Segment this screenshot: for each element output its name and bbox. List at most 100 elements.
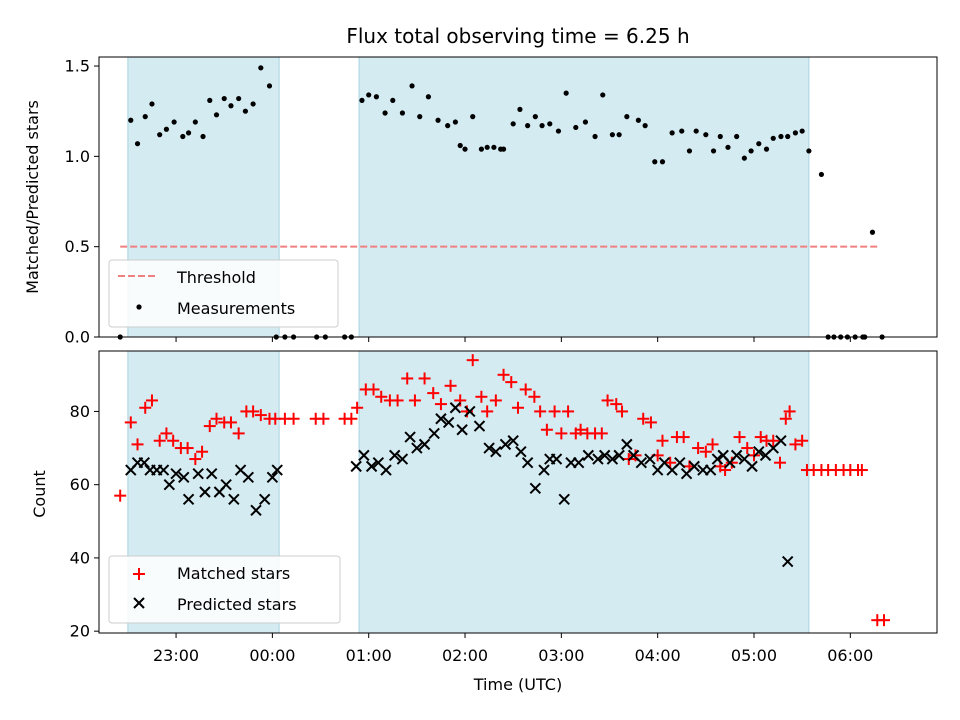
predicted-star-marker [170,467,182,480]
predicted-star-marker [621,438,633,451]
measurement-point [258,65,264,71]
matched-star-marker [367,383,380,396]
measurement-point [539,123,545,129]
matched-star-marker [733,431,746,444]
measurement-point [609,132,615,138]
measurement-point [532,114,538,120]
matched-star-marker [719,464,732,477]
matched-star-marker [444,379,457,392]
measurement-point [435,117,441,123]
predicted-stars-points [125,402,794,568]
predicted-star-marker [781,555,794,568]
predicted-star-marker [205,467,218,480]
predicted-star-marker [753,446,765,458]
matched-star-marker [706,438,719,451]
y-tick-label: 40 [70,548,90,567]
matched-star-marker [699,445,712,458]
measurements-legend-swatch [136,304,142,310]
x-tick-label: 01:00 [346,646,392,665]
matched-star-marker [454,394,467,407]
matched-star-marker [345,412,358,425]
ratio-y-axis-label: Matched/Predicted stars [23,100,42,294]
matched-star-marker [160,427,173,440]
matched-star-marker [548,405,561,418]
measurement-point [452,119,458,125]
y-tick-label: 20 [70,622,90,641]
measurement-point [763,146,770,152]
measurement-points [117,65,885,340]
matched-star-marker [114,489,127,502]
measurement-point [517,106,523,112]
x-tick-label: 03:00 [538,646,584,665]
measurement-point [157,132,163,138]
measurement-point [200,133,206,140]
measurement-point [659,159,666,165]
measurement-point [500,146,507,152]
predicted-star-marker [507,435,519,447]
measurement-point [417,114,423,120]
matched-star-marker [555,427,568,440]
predicted-star-marker [473,420,486,432]
measurement-point [228,103,234,109]
predicted-star-marker [538,464,550,476]
matched-star-marker [375,390,388,403]
predicted-star-marker [365,460,378,473]
chart-title: Flux total observing time = 6.25 h [346,24,689,48]
measurement-point [180,133,186,140]
matched-star-marker [203,420,216,433]
matched-star-marker [789,438,802,451]
predicted-star-marker [529,482,542,495]
count-panel-frame [98,350,938,634]
count-x-ticks: 23:00 00:00 01:00 02:00 03:00 04:00 05:00 06:00 [153,633,873,665]
measurement-point [149,101,155,107]
matched-star-marker [637,412,650,425]
predicted-star-marker [490,446,502,458]
predicted-star-marker [138,456,150,469]
measurement-point [792,130,799,136]
observation-shade-band [358,350,810,634]
measurement-point [652,159,658,165]
matched-star-marker [254,409,267,422]
predicted-star-marker [220,478,232,491]
predicted-star-marker [163,478,176,491]
measurement-point [785,133,791,140]
matched-star-marker [497,368,510,381]
matched-star-marker [481,405,494,418]
matched-star-marker [505,376,518,389]
measurement-point [359,97,365,103]
predicted-star-marker [258,493,271,506]
x-tick-label: 02:00 [442,646,488,665]
predicted-star-marker [380,464,392,476]
predicted-star-marker [358,449,370,462]
predicted-star-marker [389,449,401,462]
x-tick-label: 23:00 [153,646,199,665]
measurement-point [770,135,776,141]
measurement-point [185,130,192,136]
measurement-point [869,229,876,235]
predicted-star-marker [456,424,468,436]
matched-star-marker [540,423,553,436]
measurement-point [555,128,562,134]
matched-star-marker [878,614,891,627]
measurement-point [582,119,589,125]
predicted-star-marker [250,504,262,517]
measurement-point [171,119,177,125]
matched-star-marker [391,394,404,407]
measurement-point [778,133,784,140]
measurement-point [163,126,170,132]
predicted-star-marker [582,449,595,462]
predicted-star-marker [592,453,604,465]
matched-star-marker [519,383,532,396]
matched-star-marker [153,434,166,447]
measurement-point [373,94,380,100]
matched-legend-swatch [133,568,145,580]
observation-shade-band [358,56,810,338]
matched-star-marker [232,427,245,440]
predicted-star-marker [404,431,416,443]
ratio-legend-box [108,259,339,328]
matched-star-marker [489,394,502,407]
predicted-star-marker [435,413,447,425]
predicted-star-marker [606,453,619,465]
measurement-point [221,95,227,102]
measurement-point [734,133,740,140]
